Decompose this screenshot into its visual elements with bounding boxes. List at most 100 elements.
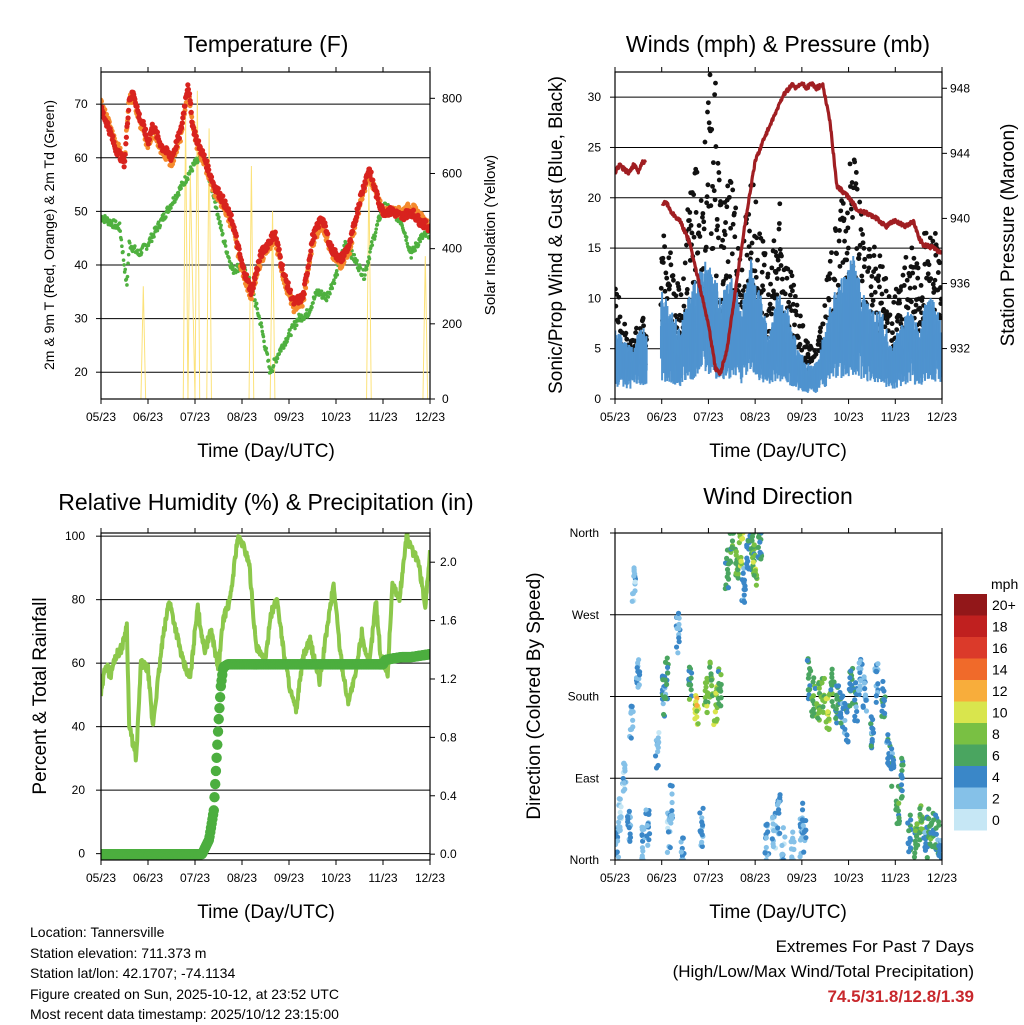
y-tick-label: 0 xyxy=(594,392,601,406)
x-tick-label: 06/23 xyxy=(647,410,677,424)
gust-point xyxy=(715,224,720,229)
dewpoint-point xyxy=(279,349,283,353)
y2-tick-label: 600 xyxy=(442,166,462,180)
gust-point xyxy=(698,234,703,239)
direction-point xyxy=(670,783,675,788)
direction-point xyxy=(803,818,808,823)
dewpoint-point xyxy=(418,240,422,244)
dewpoint-point xyxy=(164,215,168,219)
direction-point xyxy=(819,680,824,685)
y-tick-label: 20 xyxy=(74,365,88,379)
winds-xlabel: Time (Day/UTC) xyxy=(709,441,847,462)
direction-point xyxy=(628,835,633,840)
direction-point xyxy=(666,829,671,834)
direction-point xyxy=(764,823,769,828)
direction-point xyxy=(742,592,747,597)
gust-point xyxy=(893,294,898,299)
temperature-2m-point xyxy=(423,219,428,224)
direction-point xyxy=(770,815,775,820)
temperature-2m-series xyxy=(98,82,432,306)
direction-point xyxy=(803,835,808,840)
gust-point xyxy=(829,250,834,255)
gust-point xyxy=(661,260,666,265)
gust-point xyxy=(846,246,851,251)
gust-point xyxy=(791,283,796,288)
gust-point xyxy=(860,232,865,237)
direction-point xyxy=(718,672,723,677)
gust-point xyxy=(879,301,884,306)
gust-point xyxy=(613,304,618,309)
temperature-2m-point xyxy=(251,281,256,286)
direction-point xyxy=(844,709,849,714)
gust-point xyxy=(793,294,798,299)
dewpoint-point xyxy=(126,275,130,279)
gust-point xyxy=(704,245,709,250)
direction-point xyxy=(725,567,730,572)
dewpoint-point xyxy=(333,281,337,285)
gust-point xyxy=(709,231,714,236)
direction-point xyxy=(668,845,673,850)
gust-point xyxy=(876,278,881,283)
dewpoint-point xyxy=(289,334,293,338)
temperature-2m-point xyxy=(122,159,127,164)
direction-point xyxy=(674,644,679,649)
dewpoint-point xyxy=(376,223,380,227)
direction-point xyxy=(661,701,666,706)
dewpoint-point xyxy=(186,178,190,182)
pressure-line xyxy=(615,161,645,174)
gust-point xyxy=(664,276,669,281)
gust-point xyxy=(769,312,774,317)
direction-point xyxy=(728,560,733,565)
gust-point xyxy=(845,251,850,256)
gust-point xyxy=(714,228,719,233)
gust-point xyxy=(785,276,790,281)
direction-point xyxy=(675,650,680,655)
temperature-2m-point xyxy=(126,108,131,113)
dewpoint-point xyxy=(367,261,371,265)
temperature-2m-point xyxy=(125,115,130,120)
gust-point xyxy=(828,259,833,264)
gust-point xyxy=(679,292,684,297)
gust-point xyxy=(730,251,735,256)
dewpoint-point xyxy=(403,231,407,235)
x-tick-label: 08/23 xyxy=(740,410,770,424)
direction-point xyxy=(631,573,636,578)
gust-point xyxy=(937,260,942,265)
gust-point xyxy=(880,292,885,297)
gust-point xyxy=(716,170,721,175)
gust-point xyxy=(871,298,876,303)
gust-point xyxy=(690,231,695,236)
direction-point xyxy=(694,703,699,708)
direction-point xyxy=(656,740,661,745)
gust-point xyxy=(753,200,758,205)
direction-point xyxy=(753,568,758,573)
direction-point xyxy=(679,849,684,854)
direction-point xyxy=(733,561,738,566)
gust-point xyxy=(641,316,646,321)
gust-point xyxy=(924,231,929,236)
direction-point xyxy=(622,766,627,771)
gust-point xyxy=(669,262,674,267)
x-tick-label: 10/23 xyxy=(834,410,864,424)
dewpoint-point xyxy=(169,206,173,210)
temperature-2m-point xyxy=(288,287,293,292)
gust-point xyxy=(869,284,874,289)
dewpoint-point xyxy=(370,243,374,247)
gust-point xyxy=(798,314,803,319)
y-tick-label: 10 xyxy=(588,291,602,305)
direction-point xyxy=(790,830,795,835)
direction-point xyxy=(621,788,626,793)
direction-point xyxy=(676,635,681,640)
gust-point xyxy=(821,322,826,327)
gust-point xyxy=(779,263,784,268)
direction-point xyxy=(665,655,670,660)
precip-y-ticks: 0.00.40.81.21.62.0 xyxy=(430,555,457,861)
gust-point xyxy=(872,245,877,250)
dewpoint-point xyxy=(227,256,231,260)
gust-point xyxy=(667,283,672,288)
gust-point xyxy=(870,303,875,308)
gust-point xyxy=(772,238,777,243)
gust-point xyxy=(855,187,860,192)
humidity-panel: Relative Humidity (%) & Precipitation (i… xyxy=(30,489,474,923)
